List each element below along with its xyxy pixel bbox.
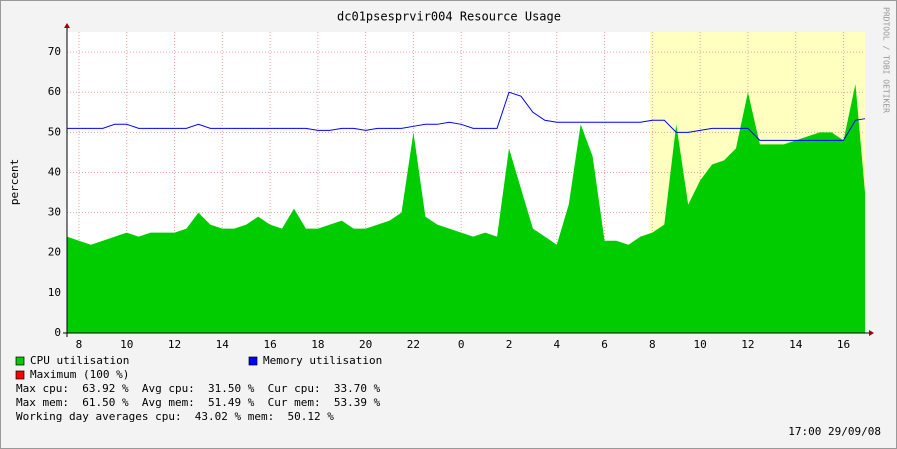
- stat-line: Working day averages cpu: 43.02 % mem: 5…: [16, 410, 334, 423]
- x-tick-label: 8: [76, 338, 83, 351]
- stat-line: Max cpu: 63.92 % Avg cpu: 31.50 % Cur cp…: [16, 382, 381, 395]
- x-tick-label: 20: [359, 338, 372, 351]
- x-tick-label: 12: [741, 338, 754, 351]
- chart-title: dc01psesprvir004 Resource Usage: [337, 10, 561, 24]
- x-tick-label: 16: [263, 338, 276, 351]
- y-tick-label: 10: [48, 286, 61, 299]
- legend-label: CPU utilisation: [30, 354, 129, 367]
- legend-swatch: [248, 356, 258, 366]
- y-tick-label: 40: [48, 165, 61, 178]
- x-tick-label: 12: [168, 338, 181, 351]
- y-axis-arrow: [64, 23, 70, 28]
- x-tick-label: 14: [216, 338, 230, 351]
- x-tick-label: 16: [837, 338, 850, 351]
- timestamp: 17:00 29/09/08: [788, 425, 881, 438]
- x-tick-label: 10: [120, 338, 133, 351]
- legend-swatch: [15, 356, 25, 366]
- x-tick-label: 6: [601, 338, 608, 351]
- y-tick-label: 30: [48, 206, 61, 219]
- legend-swatch: [15, 370, 25, 380]
- x-tick-label: 2: [506, 338, 513, 351]
- y-tick-label: 60: [48, 85, 61, 98]
- side-text: PRDTOOL / TOBI OETIKER: [882, 7, 891, 113]
- y-tick-label: 20: [48, 246, 61, 259]
- x-tick-label: 10: [694, 338, 707, 351]
- legend-label: Maximum (100 %): [30, 368, 129, 381]
- cpu-area: [67, 84, 865, 333]
- x-tick-label: 0: [458, 338, 465, 351]
- x-tick-label: 22: [407, 338, 420, 351]
- stat-line: Max mem: 61.50 % Avg mem: 51.49 % Cur me…: [16, 396, 381, 409]
- x-tick-label: 4: [553, 338, 560, 351]
- legend-label: Memory utilisation: [263, 354, 382, 367]
- x-tick-label: 8: [649, 338, 656, 351]
- x-axis-arrow: [869, 330, 874, 336]
- y-tick-label: 50: [48, 125, 61, 138]
- y-tick-label: 0: [54, 326, 61, 339]
- memory-line: [67, 91, 866, 141]
- x-tick-label: 18: [311, 338, 324, 351]
- y-tick-label: 70: [48, 45, 61, 58]
- y-axis-label: percent: [8, 159, 21, 205]
- x-tick-label: 14: [789, 338, 803, 351]
